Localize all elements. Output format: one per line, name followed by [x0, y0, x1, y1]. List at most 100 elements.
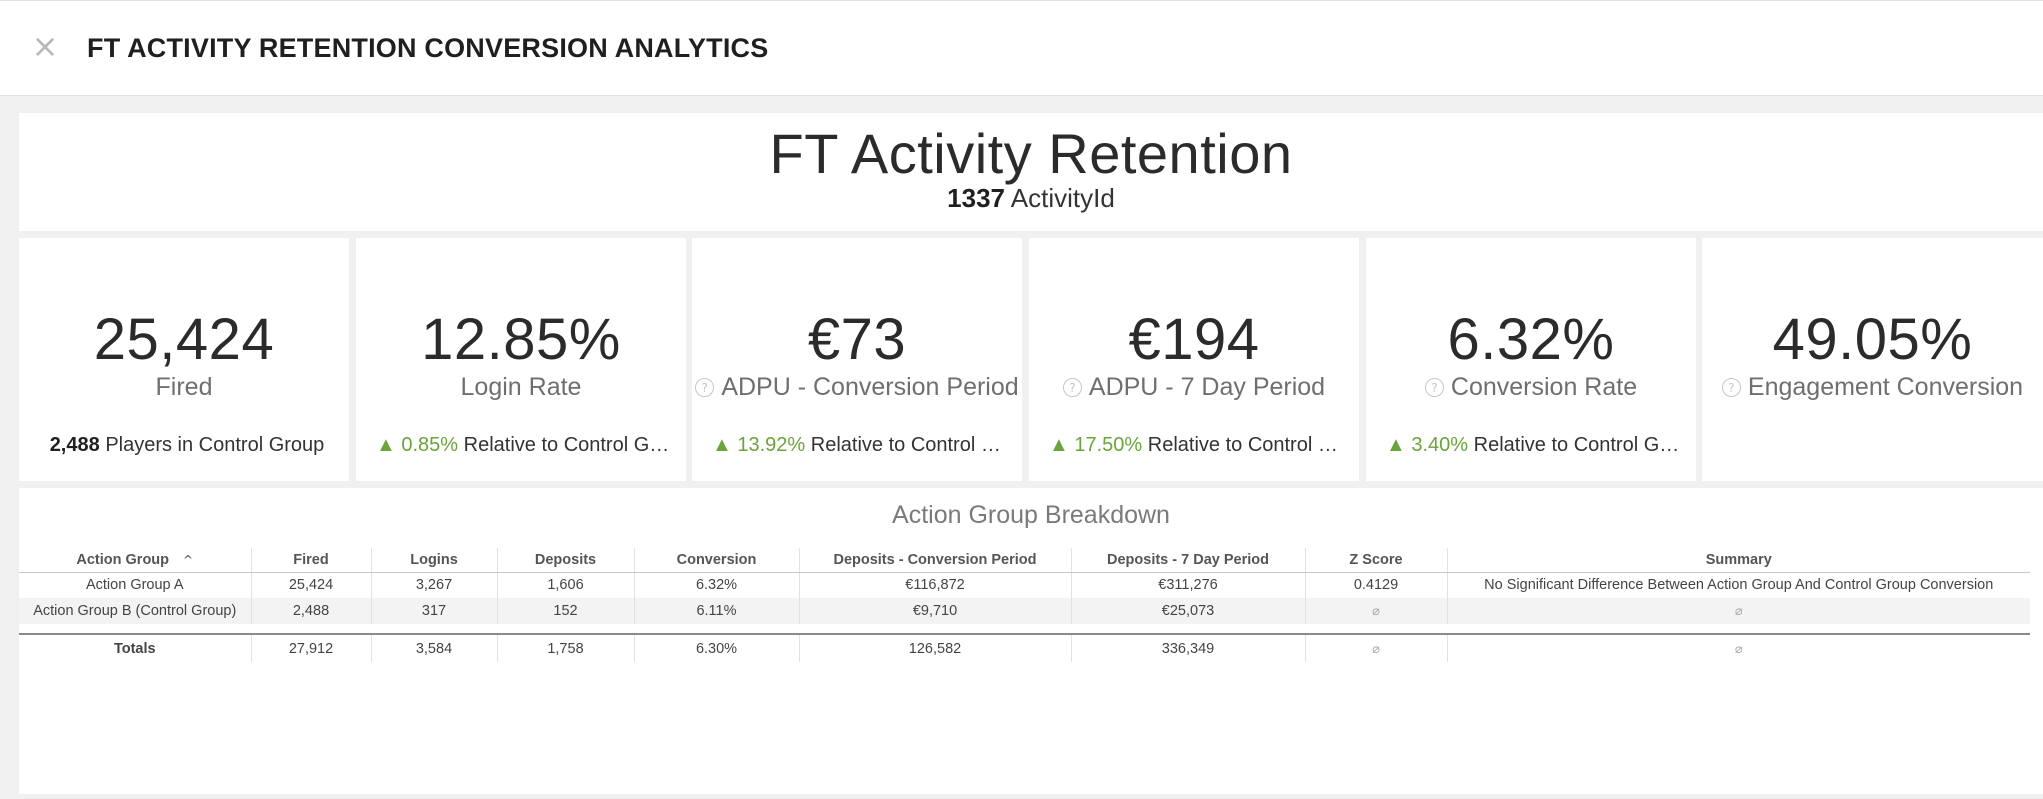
footer-text: Players in Control Group: [105, 434, 325, 456]
kpi-label: ? Conversion Rate: [1366, 373, 1696, 402]
table-cell: Action Group A: [19, 572, 252, 598]
table-cell: €25,073: [1071, 598, 1306, 624]
null-icon: ⌀: [1734, 641, 1743, 657]
kpi-card: 49.05%? Engagement Conversion: [1702, 238, 2043, 481]
activity-id-label: ActivityId: [1010, 183, 1115, 213]
kpi-card: 25,424 Fired 2,488 Players in Control Grou…: [19, 238, 349, 481]
activity-id: 1337 ActivityId: [19, 183, 2043, 214]
column-header[interactable]: Logins: [371, 548, 498, 573]
modal-title: FT ACTIVITY RETENTION CONVERSION ANALYTI…: [87, 33, 769, 63]
totals-cell: 6.30%: [634, 633, 800, 662]
kpi-value: 49.05%: [1772, 307, 1973, 372]
totals-row: Totals 27,912 3,584 1,758 6.30% 126,582 336,34…: [19, 633, 2030, 662]
kpi-label-text: ADPU - Conversion Period: [721, 373, 1019, 401]
column-header[interactable]: Action Group ^: [19, 548, 252, 573]
kpi-label: ? Engagement Conversion: [1702, 373, 2043, 402]
spacer-cell: [799, 624, 1071, 634]
table-cell: 3,267: [371, 572, 498, 598]
delta-value: 17.50%: [1074, 434, 1143, 456]
column-header[interactable]: Fired: [251, 548, 372, 573]
column-header-label: Deposits - Conversion Period: [833, 551, 1037, 568]
kpi-value: €73: [807, 307, 907, 372]
kpi-footer: ▲ 3.40% Relative to Control Group: [1386, 434, 1682, 457]
delta-value: 3.40%: [1411, 434, 1469, 456]
delta-value: 13.92%: [737, 434, 806, 456]
up-arrow-icon: ▲: [712, 434, 732, 456]
kpi-value: 12.85%: [421, 307, 621, 372]
help-icon[interactable]: ?: [695, 378, 715, 397]
table-cell: 152: [497, 598, 635, 624]
column-header[interactable]: Summary: [1447, 548, 2030, 573]
control-group-count: 2,488: [49, 434, 100, 456]
up-arrow-icon: ▲: [1386, 434, 1406, 456]
table-row[interactable]: Action Group B (Control Group) 2,488 317 15…: [19, 598, 2030, 624]
table-cell: No Significant Difference Between Action…: [1484, 577, 1994, 594]
column-header-label: Action Group: [76, 551, 170, 568]
table-cell: 317: [371, 598, 498, 624]
totals-cell: 27,912: [251, 633, 372, 662]
table-cell: 25,424: [251, 572, 372, 598]
breakdown-table: Action Group ^ Fired Logins Deposits Conversi…: [19, 548, 2030, 662]
spacer-cell: [371, 624, 497, 634]
kpi-card: €194? ADPU - 7 Day Period ▲ 17.50% Relativ…: [1029, 238, 1359, 481]
up-arrow-icon: ▲: [1049, 434, 1069, 456]
totals-cell: 1,758: [497, 633, 635, 662]
totals-cell: 336,349: [1071, 633, 1306, 662]
delta-value: 0.85%: [401, 434, 459, 456]
column-header-label: Z Score: [1349, 551, 1403, 568]
column-header-label: Conversion: [676, 551, 757, 568]
help-icon[interactable]: ?: [1424, 378, 1444, 397]
table-cell: €9,710: [799, 598, 1072, 624]
activity-id-value: 1337: [947, 183, 1005, 213]
column-header[interactable]: Deposits: [497, 548, 635, 573]
breakdown-title: Action Group Breakdown: [892, 501, 1170, 529]
totals-cell: ⌀: [1447, 633, 2030, 662]
table-row[interactable]: Action Group A 25,424 3,267 1,606 6.32% €116,…: [19, 572, 2030, 598]
kpi-label: ? ADPU - Conversion Period: [692, 373, 1022, 402]
table-spacer: [19, 624, 2030, 634]
kpi-footer: ▲ 0.85% Relative to Control Group: [376, 434, 672, 457]
kpi-label-text: Conversion Rate: [1450, 373, 1638, 401]
spacer-cell: [1071, 624, 1305, 634]
column-header[interactable]: Z Score: [1305, 548, 1448, 573]
table-cell: 6.32%: [634, 572, 800, 598]
kpi-footer: ▲ 13.92% Relative to Control Group: [712, 434, 1008, 457]
sort-ascending-icon[interactable]: ^: [183, 552, 194, 567]
null-icon: ⌀: [1734, 604, 1743, 619]
table-cell: €116,872: [799, 572, 1072, 598]
table-cell: 2,488: [251, 598, 372, 624]
kpi-label-text: Fired: [155, 373, 213, 401]
dashboard-title-panel: FT Activity Retention 1337 ActivityId: [19, 113, 2043, 231]
table-cell: Action Group B (Control Group): [19, 598, 252, 624]
table-cell: €311,276: [1071, 572, 1306, 598]
totals-cell: ⌀: [1305, 633, 1448, 662]
totals-cell: 3,584: [371, 633, 498, 662]
kpi-label-text: Engagement Conversion: [1747, 373, 2024, 401]
kpi-label: Login Rate: [356, 373, 686, 402]
column-header-label: Summary: [1705, 551, 1772, 568]
kpi-label-text: Login Rate: [460, 373, 582, 401]
table-cell: ⌀: [1447, 598, 2030, 624]
spacer-cell: [497, 624, 634, 634]
kpi-value: 6.32%: [1447, 307, 1615, 372]
help-icon[interactable]: ?: [1721, 378, 1741, 397]
kpi-card: €73? ADPU - Conversion Period ▲ 13.92% Rel…: [692, 238, 1022, 481]
kpi-card: 6.32%? Conversion Rate ▲ 3.40% Relative to…: [1366, 238, 1696, 481]
spacer-cell: [19, 624, 251, 634]
footer-text: Relative to Control Group: [810, 434, 1008, 456]
column-header-label: Fired: [293, 551, 329, 568]
dashboard-title: FT Activity Retention: [769, 122, 1293, 185]
footer-text: Relative to Control Group: [1473, 434, 1682, 456]
column-header[interactable]: Deposits - Conversion Period: [799, 548, 1072, 573]
kpi-card: 12.85% Login Rate ▲ 0.85% Relative to Cont…: [356, 238, 686, 481]
kpi-label-text: ADPU - 7 Day Period: [1088, 373, 1326, 401]
totals-cell: Totals: [19, 633, 252, 662]
column-header[interactable]: Conversion: [634, 548, 800, 573]
column-header[interactable]: Deposits - 7 Day Period: [1071, 548, 1306, 573]
kpi-footer: 2,488 Players in Control Group: [39, 434, 335, 457]
table-cell: ⌀: [1305, 598, 1448, 624]
close-icon[interactable]: ×: [31, 27, 59, 65]
column-header-label: Deposits: [534, 551, 597, 568]
help-icon[interactable]: ?: [1062, 378, 1082, 397]
null-icon: ⌀: [1372, 641, 1380, 657]
